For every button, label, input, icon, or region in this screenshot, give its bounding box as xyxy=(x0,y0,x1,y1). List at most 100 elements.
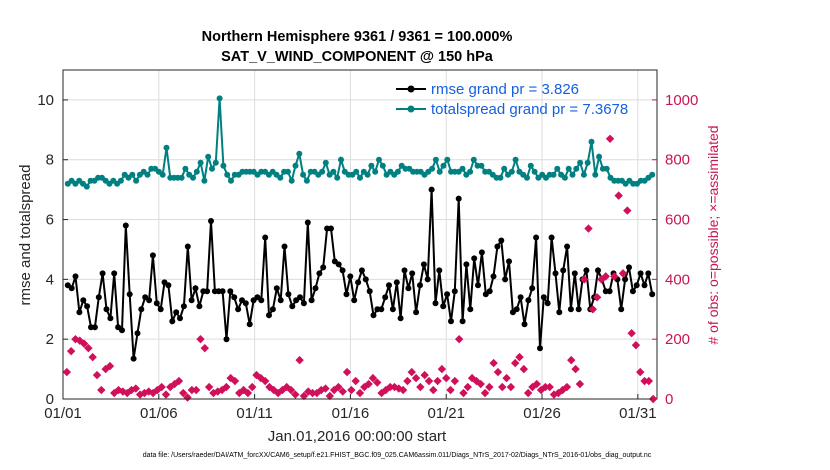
data-point xyxy=(144,171,151,178)
data-point xyxy=(401,267,408,274)
data-point xyxy=(91,324,98,331)
x-tick-label: 01/16 xyxy=(332,405,370,422)
x-tick-label: 01/31 xyxy=(619,405,657,422)
data-point xyxy=(68,285,75,292)
data-point xyxy=(269,306,276,313)
data-point xyxy=(560,267,567,274)
data-point xyxy=(138,306,145,313)
obs-marker xyxy=(92,370,102,380)
legend: rmse grand pr = 3.826 totalspread grand … xyxy=(396,81,628,118)
data-point xyxy=(180,303,187,310)
data-point xyxy=(335,261,342,268)
data-point xyxy=(486,288,493,295)
obs-marker xyxy=(295,355,304,365)
obs-marker xyxy=(554,388,563,398)
data-point xyxy=(544,300,551,307)
data-file-footer: data file: /Users/raeder/DAI/ATM_forcXX/… xyxy=(143,452,652,459)
data-point xyxy=(297,294,303,301)
data-point xyxy=(397,315,404,322)
data-point xyxy=(117,177,124,184)
data-point xyxy=(188,297,195,304)
y2-tick-label: 800 xyxy=(665,152,690,169)
obs-marker xyxy=(398,385,408,395)
data-point xyxy=(592,171,599,178)
obs-marker xyxy=(493,367,503,377)
data-point xyxy=(300,300,307,307)
data-point xyxy=(111,270,118,277)
data-point xyxy=(537,345,543,352)
data-point xyxy=(242,300,249,307)
data-point xyxy=(266,312,272,319)
data-point xyxy=(525,297,532,304)
chart-title: Northern Hemisphere 9361 / 9361 = 100.00… xyxy=(202,29,513,45)
data-point xyxy=(471,255,478,262)
data-point xyxy=(459,318,466,325)
data-point xyxy=(312,285,319,292)
data-point xyxy=(641,282,648,289)
data-point xyxy=(649,291,656,298)
obs-marker xyxy=(506,382,516,392)
obs-marker xyxy=(243,388,253,398)
data-point xyxy=(201,177,208,184)
data-point xyxy=(533,234,540,241)
data-point xyxy=(220,162,227,169)
obs-marker xyxy=(235,388,244,398)
data-point xyxy=(596,153,603,160)
data-point xyxy=(347,273,354,280)
obs-marker xyxy=(355,388,365,398)
legend-rmse-label: rmse grand pr = 3.826 xyxy=(431,81,579,98)
data-point xyxy=(126,291,133,298)
x-tick-label: 01/01 xyxy=(44,405,82,422)
obs-marker xyxy=(644,376,654,386)
obs-marker xyxy=(523,388,533,398)
obs-marker xyxy=(62,367,72,377)
data-point xyxy=(606,288,613,295)
obs-marker xyxy=(450,376,460,386)
data-point xyxy=(467,168,474,175)
obs-marker xyxy=(334,382,343,392)
x-tick-label: 01/06 xyxy=(140,405,178,422)
data-point xyxy=(470,156,477,163)
y2-axis-label: # of obs: o=possible; ×=assimilated xyxy=(705,125,721,344)
obs-marker xyxy=(373,378,382,387)
data-point xyxy=(451,288,458,295)
data-point xyxy=(182,165,189,172)
obs-marker xyxy=(489,358,498,368)
data-point xyxy=(72,273,79,280)
data-point xyxy=(165,282,172,289)
obs-marker xyxy=(286,385,296,395)
data-point xyxy=(159,171,166,178)
obs-marker xyxy=(368,373,378,383)
data-point xyxy=(235,306,242,313)
data-point xyxy=(565,165,572,172)
data-point xyxy=(370,312,377,319)
data-point xyxy=(432,156,439,163)
data-point xyxy=(184,243,191,250)
obs-marker xyxy=(640,376,649,386)
obs-marker xyxy=(338,387,347,396)
data-point xyxy=(196,303,203,310)
data-point xyxy=(328,225,334,232)
data-point xyxy=(577,159,584,166)
obs-marker xyxy=(618,269,628,278)
rmse-series xyxy=(64,186,656,362)
data-point xyxy=(209,165,215,172)
data-point xyxy=(192,285,199,292)
obs-marker xyxy=(200,343,209,353)
plot-frame xyxy=(62,69,658,400)
data-point xyxy=(405,285,412,292)
data-point xyxy=(629,288,636,295)
data-point xyxy=(193,168,200,175)
obs-marker xyxy=(131,384,141,393)
data-point xyxy=(284,168,291,175)
obs-marker xyxy=(416,382,425,392)
data-point xyxy=(216,95,223,102)
data-point xyxy=(498,237,505,244)
data-point xyxy=(508,168,515,175)
data-point xyxy=(208,218,214,224)
data-point xyxy=(645,270,652,277)
y-tick-label: 2 xyxy=(46,331,54,348)
data-point xyxy=(386,282,392,289)
totalspread-series xyxy=(64,95,656,190)
data-point xyxy=(163,144,170,151)
